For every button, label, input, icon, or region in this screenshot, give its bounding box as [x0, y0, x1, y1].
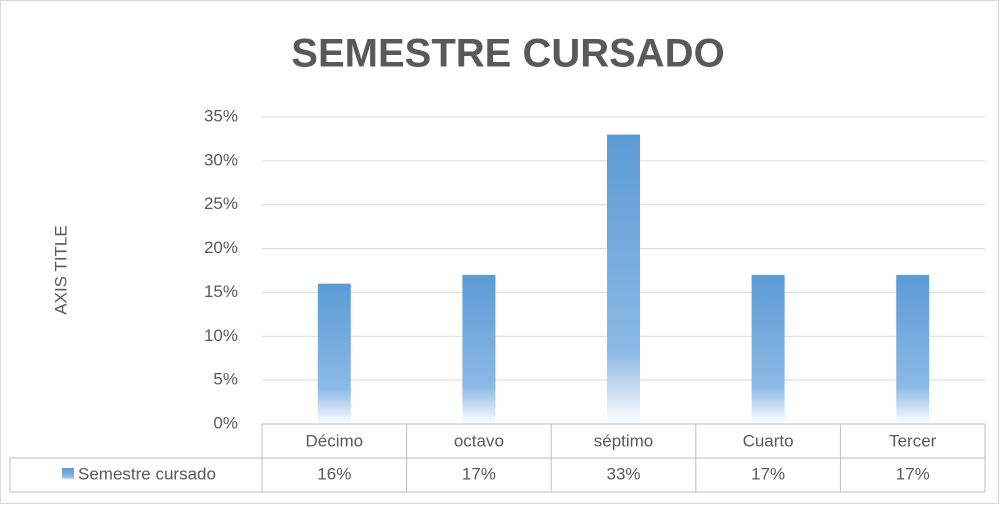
x-tick-label: Cuarto	[743, 431, 794, 450]
bar	[751, 274, 785, 424]
bar	[462, 274, 496, 424]
y-tick-label: 15%	[204, 282, 238, 301]
y-tick-label: 35%	[204, 106, 238, 125]
data-table-value: 17%	[462, 464, 496, 483]
y-tick-label: 5%	[213, 370, 238, 389]
y-tick-label: 10%	[204, 326, 238, 345]
legend-label: Semestre cursado	[78, 464, 216, 483]
chart-title: SEMESTRE CURSADO	[291, 32, 724, 76]
bar	[896, 274, 930, 424]
y-axis-title: AXIS TITLE	[51, 225, 70, 314]
data-table-value: 17%	[751, 464, 785, 483]
data-table-value: 16%	[317, 464, 351, 483]
x-tick-label: octavo	[454, 431, 504, 450]
y-tick-label: 25%	[204, 194, 238, 213]
y-tick-label: 20%	[204, 238, 238, 257]
legend-key	[62, 468, 74, 480]
x-tick-label: Décimo	[305, 431, 363, 450]
x-tick-label: séptimo	[594, 431, 654, 450]
y-tick-label: 30%	[204, 150, 238, 169]
x-tick-label: Tercer	[889, 431, 937, 450]
data-table-value: 17%	[896, 464, 930, 483]
bar	[317, 283, 351, 424]
bar	[607, 134, 640, 425]
data-table-value: 33%	[606, 464, 640, 483]
y-tick-label: 0%	[213, 413, 238, 432]
